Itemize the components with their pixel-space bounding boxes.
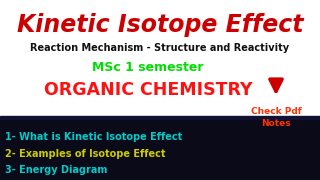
Text: Notes: Notes (261, 118, 291, 127)
Bar (0, 118, 320, 180)
Text: Kinetic Isotope Effect: Kinetic Isotope Effect (17, 13, 303, 37)
Text: 3- Energy Diagram: 3- Energy Diagram (5, 165, 108, 175)
Text: 1- What is Kinetic Isotope Effect: 1- What is Kinetic Isotope Effect (5, 132, 182, 142)
Text: 2- Examples of Isotope Effect: 2- Examples of Isotope Effect (5, 149, 165, 159)
Text: MSc 1 semester: MSc 1 semester (92, 61, 204, 74)
Text: Reaction Mechanism - Structure and Reactivity: Reaction Mechanism - Structure and React… (30, 43, 290, 53)
Bar (0, 0, 320, 118)
Bar (0, 116, 320, 119)
Text: Check Pdf: Check Pdf (251, 107, 301, 116)
Text: ORGANIC CHEMISTRY: ORGANIC CHEMISTRY (44, 81, 252, 99)
